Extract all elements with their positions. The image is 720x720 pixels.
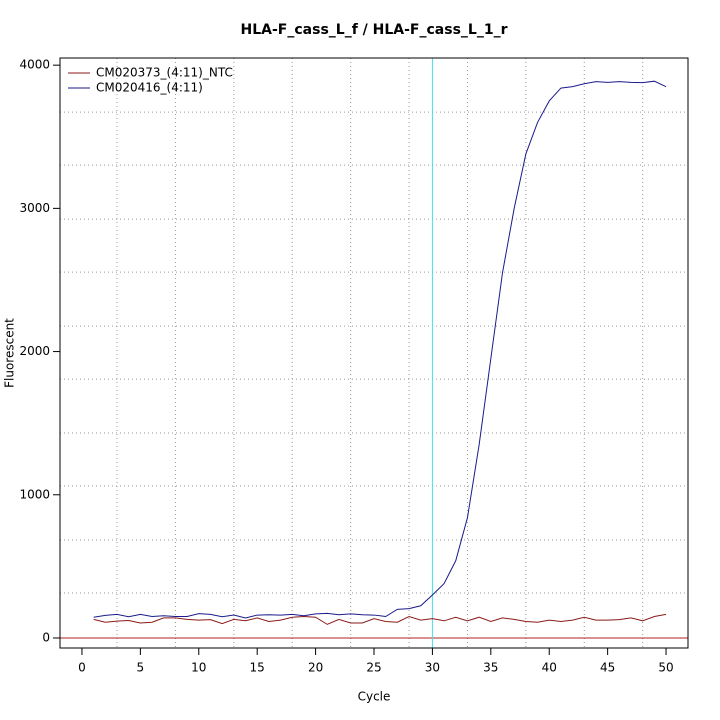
legend-label: CM020373_(4:11)_NTC: [96, 66, 233, 80]
x-tick-label: 25: [366, 661, 381, 675]
plot-frame: [59, 57, 689, 649]
y-tick-label: 1000: [19, 487, 50, 501]
x-tick-label: 45: [600, 661, 615, 675]
x-tick-label: 35: [483, 661, 498, 675]
x-axis-label: Cycle: [358, 690, 391, 704]
y-tick-label: 4000: [19, 58, 50, 72]
legend-label: CM020416_(4:11): [96, 81, 203, 95]
series-line: [93, 80, 667, 619]
y-tick-label: 2000: [19, 344, 50, 358]
x-tick-label: 5: [137, 661, 145, 675]
x-tick-label: 50: [658, 661, 673, 675]
x-tick-label: 15: [250, 661, 265, 675]
chart-title: HLA-F_cass_L_f / HLA-F_cass_L_1_r: [241, 22, 508, 38]
x-tick-label: 20: [308, 661, 323, 675]
y-tick-label: 3000: [19, 201, 50, 215]
x-tick-label: 40: [542, 661, 557, 675]
series-line: [93, 613, 667, 625]
x-tick-label: 10: [191, 661, 206, 675]
y-tick-label: 0: [42, 630, 50, 644]
x-tick-label: 0: [78, 661, 86, 675]
x-tick-label: 30: [425, 661, 440, 675]
y-axis-label: Fluorescent: [3, 318, 17, 388]
